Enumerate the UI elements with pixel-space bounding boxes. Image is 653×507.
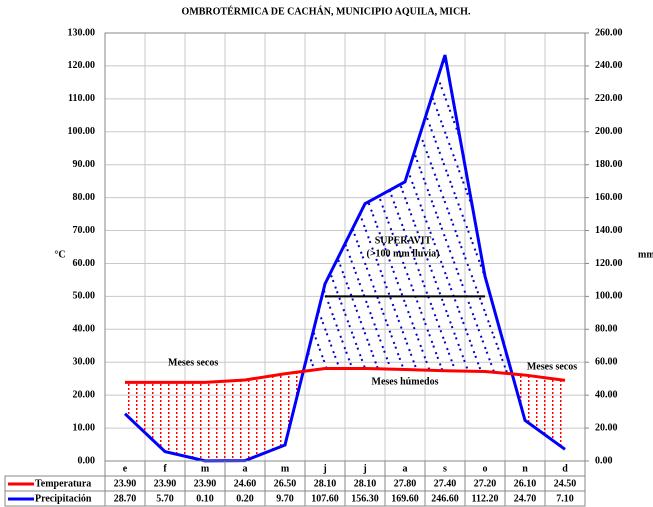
y2-tick-label: 180.00 [595,159,623,170]
y-tick-label: 0.00 [78,455,96,466]
table-value: 112.20 [472,493,499,504]
table-value: 5.70 [156,493,174,504]
table-value: 28.10 [354,478,377,489]
y-tick-label: 10.00 [73,422,96,433]
x-tick-label: d [562,463,568,474]
table-value: 24.50 [554,478,577,489]
x-tick-label: o [483,463,488,474]
y2-tick-label: 260.00 [595,27,623,38]
y2-tick-label: 80.00 [595,324,618,335]
table-value: 0.20 [236,493,254,504]
y-tick-label: 120.00 [68,60,96,71]
x-tick-label: f [163,463,167,474]
y-tick-label: 20.00 [73,389,96,400]
table-value: 27.20 [474,478,497,489]
y-tick-label: 70.00 [73,225,96,236]
legend-label: Precipitación [35,493,92,504]
y2-tick-label: 100.00 [595,291,623,302]
x-tick-label: m [281,463,290,474]
table-value: 24.60 [234,478,257,489]
y-tick-label: 110.00 [68,93,95,104]
y-tick-label: 40.00 [73,324,96,335]
y2-tick-label: 120.00 [595,258,623,269]
series-line [123,54,566,463]
table-value: 9.70 [276,493,294,504]
x-tick-label: s [443,463,447,474]
y2-axis-label: mm [638,249,653,260]
annotation: Meses secos [168,357,218,368]
x-tick-label: j [362,463,366,474]
x-tick-label: a [403,463,408,474]
y2-tick-label: 0.00 [595,455,613,466]
y-tick-label: 50.00 [73,291,96,302]
x-tick-label: m [201,463,210,474]
table-value: 0.10 [196,493,214,504]
y2-tick-label: 160.00 [595,192,623,203]
legend-label: Temperatura [35,478,91,489]
series-line [125,366,566,384]
table-value: 27.40 [434,478,457,489]
x-tick-label: a [243,463,248,474]
table-value: 7.10 [556,493,574,504]
y2-tick-label: 140.00 [595,225,623,236]
y-tick-label: 100.00 [68,126,96,137]
x-tick-label: n [522,463,528,474]
annotation: (>100 mm lluvia) [367,248,440,259]
table-value: 26.50 [274,478,297,489]
annotation: Meses secos [527,361,577,372]
y2-tick-label: 200.00 [595,126,623,137]
table-value: 169.60 [391,493,419,504]
table-value: 24.70 [514,493,537,504]
y2-tick-label: 60.00 [595,357,618,368]
x-tick-label: j [322,463,326,474]
y2-tick-label: 220.00 [595,93,623,104]
y2-tick-label: 20.00 [595,422,618,433]
y2-tick-label: 240.00 [595,60,623,71]
annotation: SUPERAVIT [375,235,432,246]
y-tick-label: 130.00 [68,27,96,38]
y-tick-label: 30.00 [73,357,96,368]
chart-title: OMBROTÉRMICA DE CACHÁN, MUNICIPIO AQUILA… [182,5,471,17]
y-tick-label: 60.00 [73,258,96,269]
table-value: 27.80 [394,478,417,489]
y2-tick-label: 40.00 [595,389,618,400]
table-value: 156.30 [351,493,379,504]
table-value: 107.60 [311,493,339,504]
table-value: 246.60 [431,493,459,504]
table-value: 28.10 [314,478,337,489]
table-value: 28.70 [114,493,137,504]
table-value: 23.90 [114,478,137,489]
table-value: 23.90 [194,478,217,489]
y-axis-label: °C [54,249,65,260]
y-tick-label: 90.00 [73,159,96,170]
table-value: 26.10 [514,478,537,489]
y-tick-label: 80.00 [73,192,96,203]
annotation: Meses húmedos [372,376,439,387]
table-value: 23.90 [154,478,177,489]
x-tick-label: e [123,463,128,474]
